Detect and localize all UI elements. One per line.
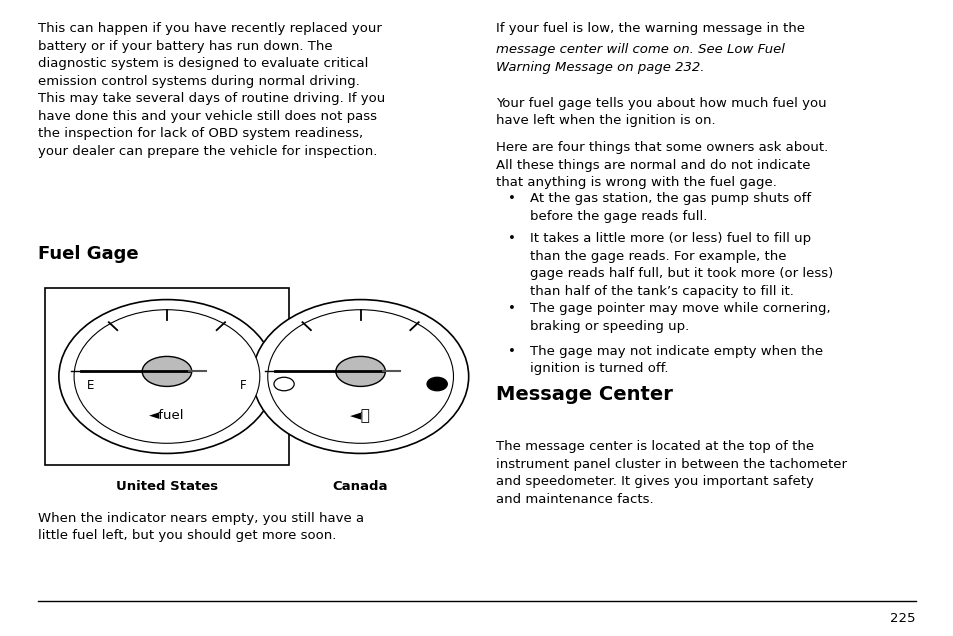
Text: At the gas station, the gas pump shuts off
before the gage reads full.: At the gas station, the gas pump shuts o… xyxy=(530,192,811,223)
Text: When the indicator nears empty, you still have a
little fuel left, but you shoul: When the indicator nears empty, you stil… xyxy=(38,512,364,543)
Text: •: • xyxy=(507,302,515,315)
Text: Here are four things that some owners ask about.
All these things are normal and: Here are four things that some owners as… xyxy=(496,141,827,189)
Text: ◄⛽: ◄⛽ xyxy=(350,408,371,423)
Ellipse shape xyxy=(253,300,468,453)
Text: message center will come on. See Low Fuel
Warning Message on page 232.: message center will come on. See Low Fue… xyxy=(496,43,784,74)
Ellipse shape xyxy=(268,310,453,443)
Text: It takes a little more (or less) fuel to fill up
than the gage reads. For exampl: It takes a little more (or less) fuel to… xyxy=(530,232,833,298)
Text: Canada: Canada xyxy=(333,480,388,493)
FancyBboxPatch shape xyxy=(46,288,288,465)
Text: ◄fuel: ◄fuel xyxy=(149,409,185,422)
Text: United States: United States xyxy=(115,480,218,493)
Ellipse shape xyxy=(74,310,259,443)
Text: •: • xyxy=(507,345,515,357)
Text: F: F xyxy=(240,379,247,392)
Circle shape xyxy=(274,377,294,391)
Text: Message Center: Message Center xyxy=(496,385,672,404)
Text: If your fuel is low, the warning message in the: If your fuel is low, the warning message… xyxy=(496,22,804,35)
Text: E: E xyxy=(87,379,94,392)
Text: The gage pointer may move while cornering,
braking or speeding up.: The gage pointer may move while cornerin… xyxy=(530,302,830,333)
Text: •: • xyxy=(507,232,515,245)
Text: The message center is located at the top of the
instrument panel cluster in betw: The message center is located at the top… xyxy=(496,440,846,506)
Text: Fuel Gage: Fuel Gage xyxy=(38,245,138,263)
Ellipse shape xyxy=(142,356,192,387)
Ellipse shape xyxy=(335,356,385,387)
Text: The gage may not indicate empty when the
ignition is turned off.: The gage may not indicate empty when the… xyxy=(530,345,822,375)
Text: This can happen if you have recently replaced your
battery or if your battery ha: This can happen if you have recently rep… xyxy=(38,22,385,158)
Circle shape xyxy=(427,377,447,391)
Ellipse shape xyxy=(59,300,274,453)
Text: •: • xyxy=(507,192,515,205)
Text: 225: 225 xyxy=(889,612,915,625)
Text: Your fuel gage tells you about how much fuel you
have left when the ignition is : Your fuel gage tells you about how much … xyxy=(496,97,826,127)
